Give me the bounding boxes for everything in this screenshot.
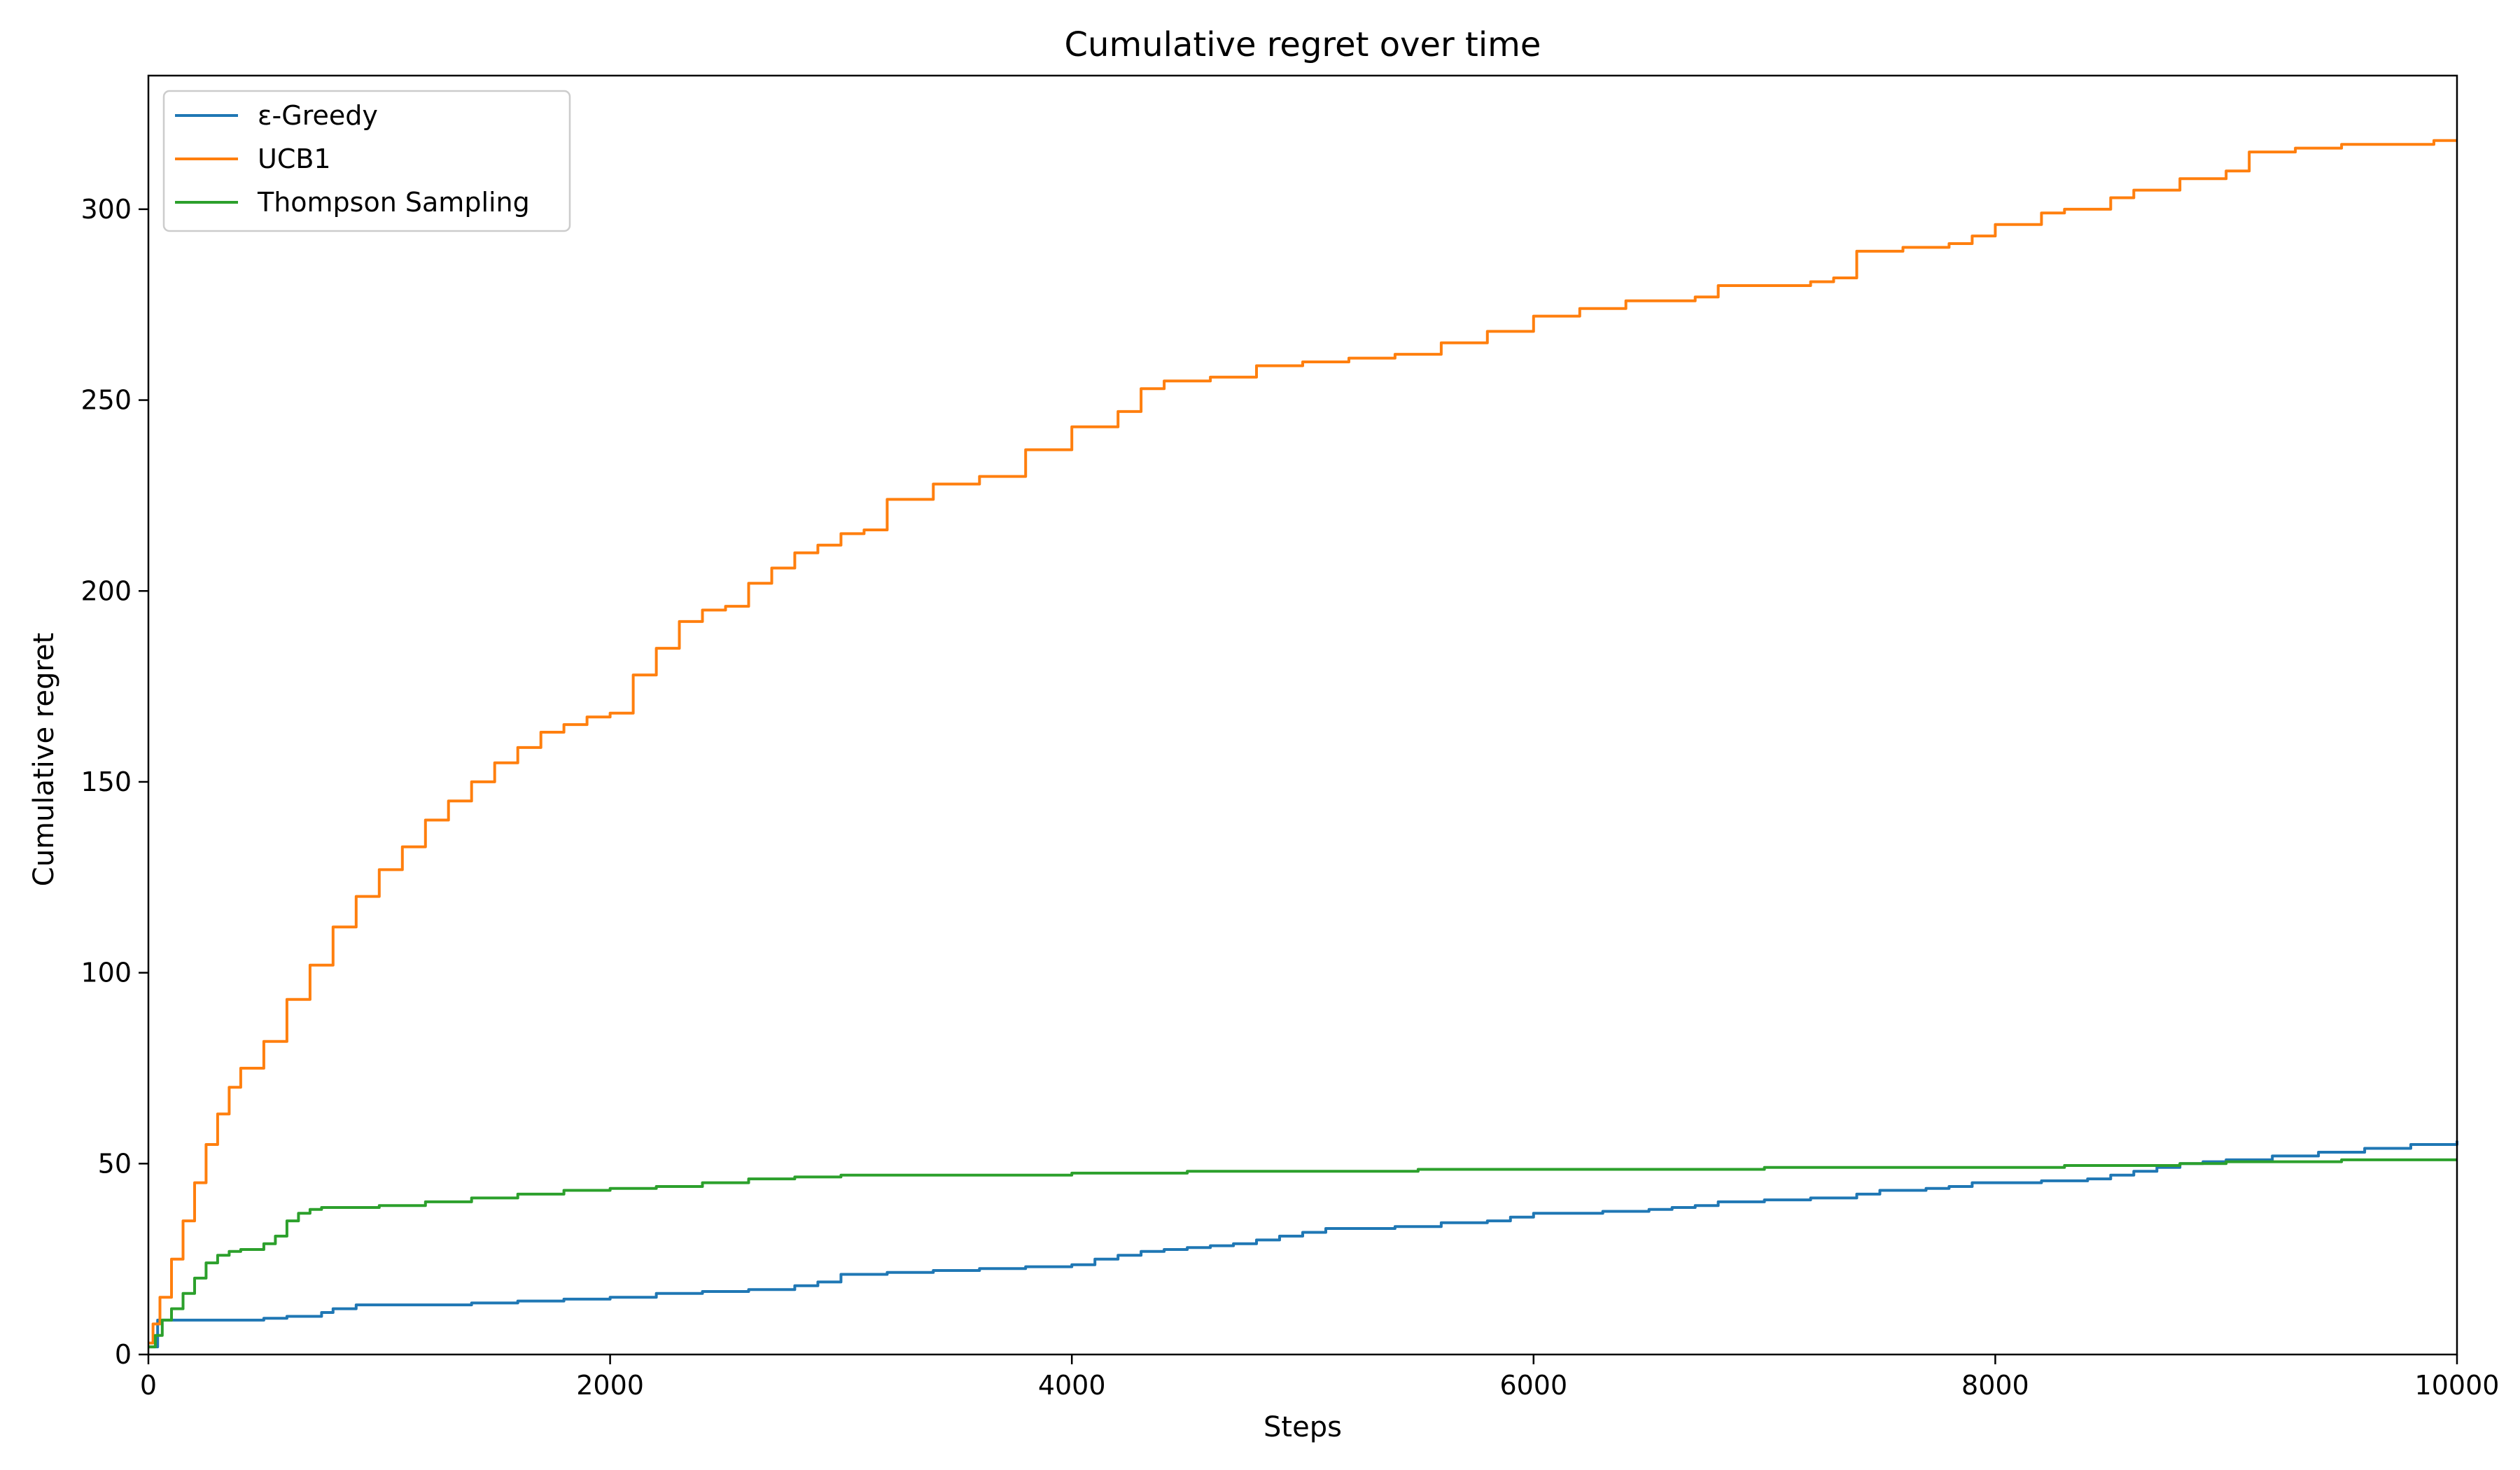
y-tick-label-1: 50 [98, 1148, 132, 1179]
x-axis-label: Steps [1264, 1411, 1342, 1443]
legend-label-1: UCB1 [258, 144, 331, 174]
y-axis-label: Cumulative regret [28, 633, 60, 886]
legend-label-2: Thompson Sampling [257, 187, 530, 218]
x-tick-label-0: 0 [140, 1370, 157, 1401]
y-tick-label-4: 200 [80, 575, 132, 606]
x-tick-label-5: 10000 [2415, 1370, 2500, 1401]
x-tick-label-1: 2000 [576, 1370, 644, 1401]
y-tick-label-2: 100 [80, 958, 132, 988]
chart-title: Cumulative regret over time [1065, 25, 1541, 64]
legend-label-0: ε-Greedy [258, 100, 378, 131]
y-tick-label-0: 0 [115, 1339, 132, 1370]
y-tick-label-5: 250 [80, 385, 132, 416]
x-tick-label-3: 6000 [1499, 1370, 1567, 1401]
y-tick-label-6: 300 [80, 194, 132, 225]
y-tick-label-3: 150 [80, 766, 132, 797]
x-tick-label-4: 8000 [1961, 1370, 2029, 1401]
legend: ε-Greedy UCB1 Thompson Sampling [164, 91, 570, 231]
x-tick-label-2: 4000 [1038, 1370, 1106, 1401]
